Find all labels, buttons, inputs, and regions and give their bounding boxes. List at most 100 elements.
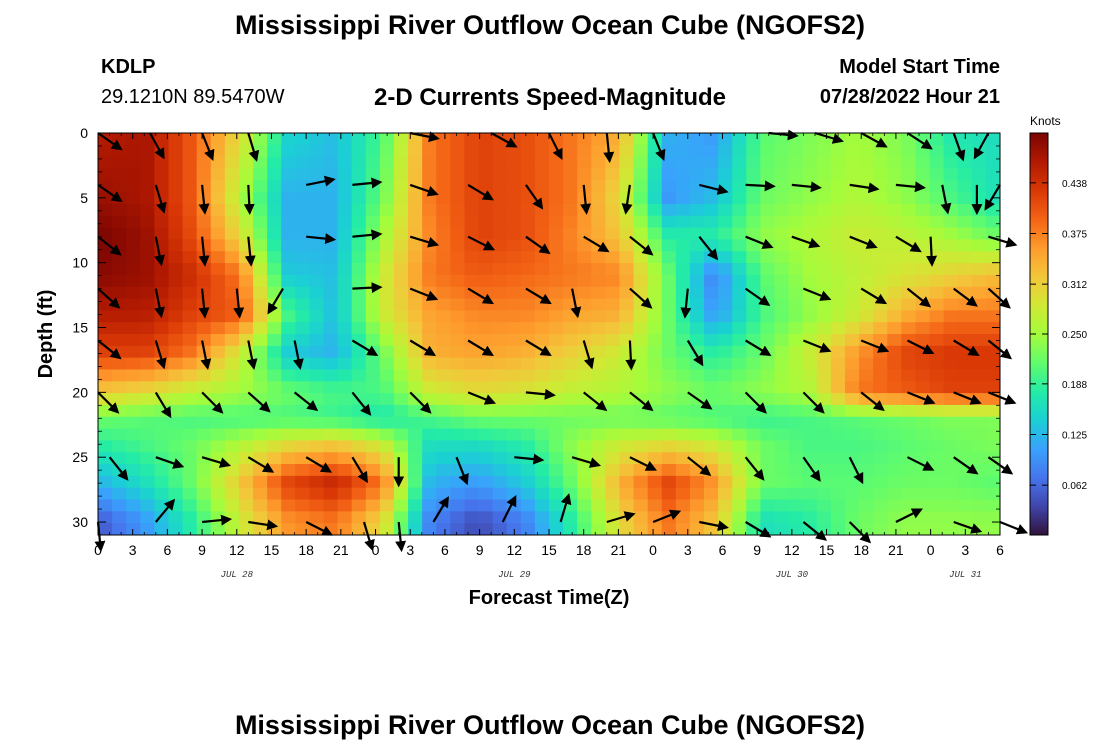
heatmap-cell xyxy=(182,180,198,193)
heatmap-cell xyxy=(168,334,184,347)
heatmap-cell xyxy=(436,440,451,453)
current-vector-arrow xyxy=(686,339,704,367)
heatmap-cell xyxy=(689,404,705,418)
heatmap-cell xyxy=(591,227,606,241)
heatmap-cell xyxy=(985,416,1000,430)
heatmap-cell xyxy=(718,156,733,170)
heatmap-cell xyxy=(887,523,902,535)
heatmap-cell xyxy=(450,263,466,276)
heatmap-cell xyxy=(323,180,339,193)
heatmap-cell xyxy=(267,440,282,453)
heatmap-cell xyxy=(774,239,790,252)
heatmap-cell xyxy=(478,227,494,241)
heatmap-cell xyxy=(605,416,621,430)
heatmap-cell xyxy=(661,168,677,181)
heatmap-cell xyxy=(253,464,268,477)
heatmap-cell xyxy=(281,133,296,146)
heatmap-cell xyxy=(238,274,254,288)
heatmap-cell xyxy=(436,144,451,158)
heatmap-cell xyxy=(534,464,550,477)
heatmap-cell xyxy=(788,345,804,359)
y-tick-label: 30 xyxy=(72,514,88,530)
heatmap-cell xyxy=(351,499,367,512)
current-vector-arrow xyxy=(154,498,176,523)
heatmap-cell xyxy=(506,156,522,170)
heatmap-cell xyxy=(873,499,888,512)
heatmap-cell xyxy=(605,381,621,394)
heatmap-cell xyxy=(802,440,818,453)
heatmap-cell xyxy=(98,215,113,229)
heatmap-cell xyxy=(309,357,325,371)
heatmap-cell xyxy=(746,369,761,382)
heatmap-cell xyxy=(929,180,945,193)
heatmap-cell xyxy=(859,416,874,430)
heatmap-cell xyxy=(492,227,508,241)
heatmap-cell xyxy=(591,322,606,335)
heatmap-cell xyxy=(887,168,902,181)
heatmap-cell xyxy=(915,334,931,347)
heatmap-cell xyxy=(943,393,959,406)
heatmap-cell xyxy=(732,286,747,300)
heatmap-cell xyxy=(746,499,761,512)
heatmap-cell xyxy=(788,263,804,276)
heatmap-cell xyxy=(182,168,198,181)
heatmap-cell xyxy=(718,322,733,335)
heatmap-cell xyxy=(140,192,155,205)
heatmap-cell xyxy=(971,239,987,252)
heatmap-cell xyxy=(675,464,691,477)
heatmap-cell xyxy=(549,416,564,430)
heatmap-cell xyxy=(760,487,776,501)
heatmap-cell xyxy=(379,511,395,524)
heatmap-cell xyxy=(633,203,649,217)
current-vector-arrow xyxy=(351,391,372,416)
heatmap-cell xyxy=(224,251,240,264)
heatmap-cell xyxy=(323,464,339,477)
heatmap-cell xyxy=(929,499,945,512)
heatmap-cell xyxy=(422,416,437,430)
heatmap-cell xyxy=(802,274,818,288)
heatmap-cell xyxy=(577,203,592,217)
heatmap-cell xyxy=(408,251,423,264)
heatmap-cell xyxy=(661,357,677,371)
heatmap-cell xyxy=(365,263,381,276)
heatmap-cell xyxy=(126,404,141,418)
heatmap-cell xyxy=(971,511,987,524)
current-vector-arrow xyxy=(860,287,888,305)
heatmap-cell xyxy=(704,263,719,276)
x-tick-label: 9 xyxy=(753,542,761,558)
heatmap-cell xyxy=(887,180,902,193)
heatmap-cell xyxy=(281,345,296,359)
heatmap-cell xyxy=(760,440,776,453)
heatmap-cell xyxy=(901,298,917,311)
heatmap-cell xyxy=(844,192,860,205)
heatmap-cell xyxy=(238,227,254,241)
heatmap-cell xyxy=(859,215,874,229)
heatmap-cell xyxy=(126,452,141,465)
heatmap-cell xyxy=(647,416,663,430)
current-vector-arrow xyxy=(860,339,890,353)
heatmap-cell xyxy=(436,215,451,229)
heatmap-cell xyxy=(492,322,508,335)
heatmap-cell xyxy=(337,298,353,311)
heatmap-cell xyxy=(126,334,141,347)
heatmap-cell xyxy=(661,440,677,453)
heatmap-cell xyxy=(154,227,170,241)
heatmap-cell xyxy=(506,404,522,418)
heatmap-cell xyxy=(492,393,508,406)
heatmap-cell xyxy=(563,523,578,535)
current-vector-arrow xyxy=(305,521,334,536)
heatmap-cell xyxy=(295,404,310,418)
current-vector-arrow xyxy=(467,183,494,201)
heatmap-cell xyxy=(140,180,155,193)
heatmap-cell xyxy=(985,487,1000,501)
heatmap-cell xyxy=(675,393,691,406)
heatmap-cell xyxy=(929,156,945,170)
heatmap-cell xyxy=(422,334,437,347)
heatmap-cell xyxy=(506,322,522,335)
heatmap-cell xyxy=(816,393,832,406)
heatmap-cell xyxy=(168,180,184,193)
heatmap-cell xyxy=(281,393,296,406)
heatmap-cell xyxy=(591,133,606,146)
heatmap-cell xyxy=(506,310,522,323)
heatmap-cell xyxy=(267,322,282,335)
